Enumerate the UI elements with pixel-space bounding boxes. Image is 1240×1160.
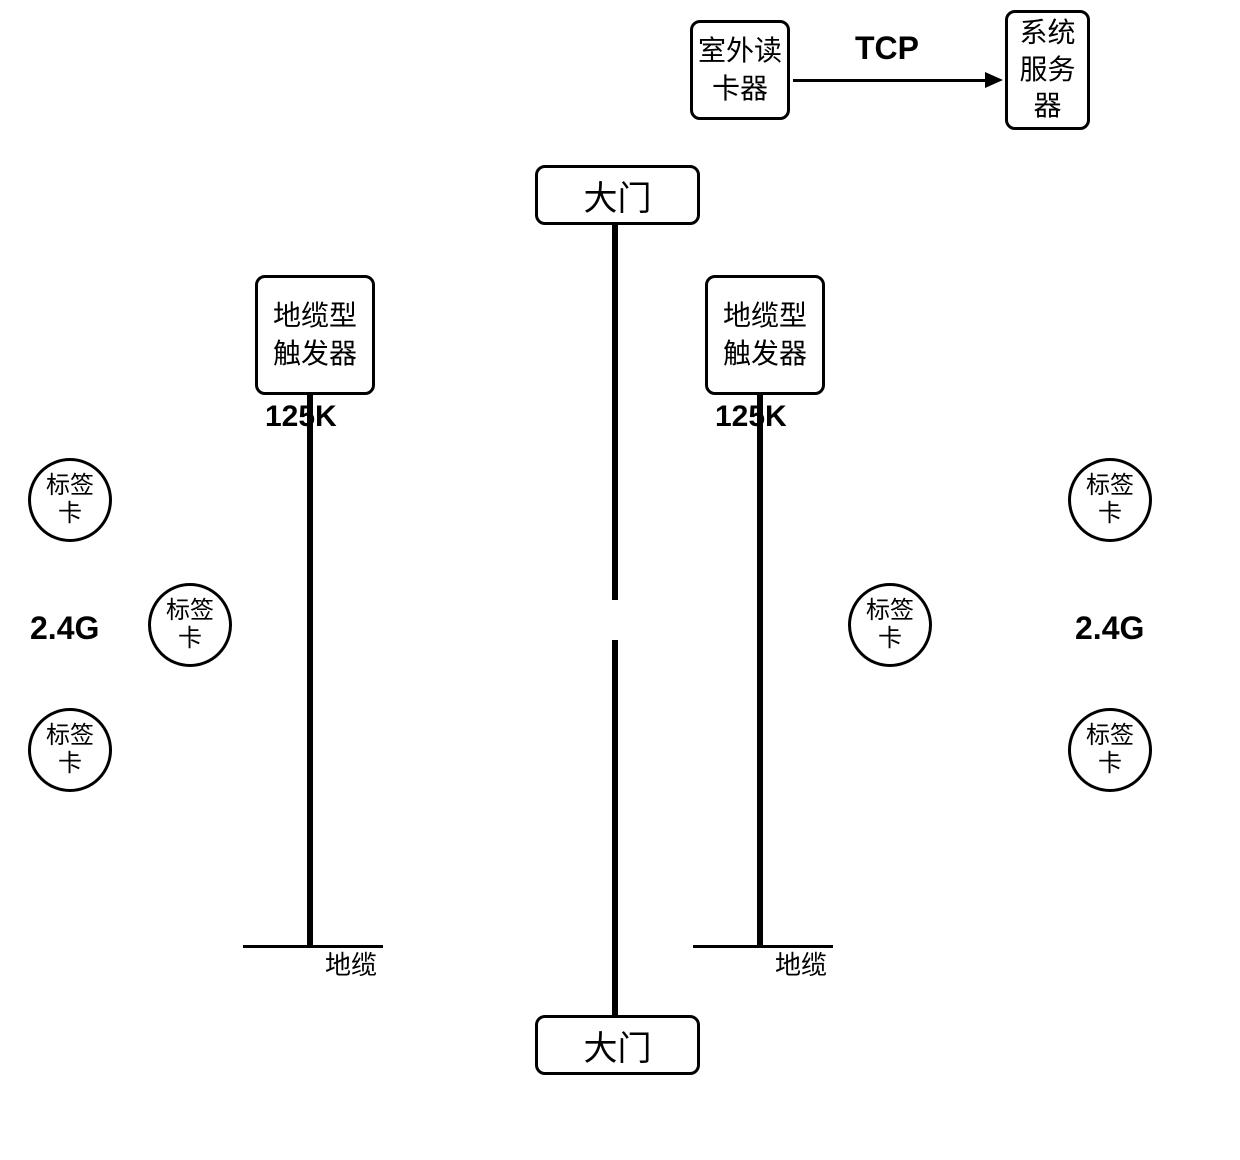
left-cable-line bbox=[307, 395, 313, 945]
system-server-label: 系统 服务 器 bbox=[1019, 15, 1075, 124]
trigger-right-box: 地缆型 触发器 bbox=[705, 275, 825, 395]
left-cable-label: 地缆 bbox=[325, 945, 377, 982]
freq-24g-left: 2.4G bbox=[30, 610, 99, 647]
freq-24g-right: 2.4G bbox=[1075, 610, 1144, 647]
tcp-label: TCP bbox=[855, 30, 919, 67]
tcp-arrow-line bbox=[793, 79, 985, 82]
right-cable-line bbox=[757, 395, 763, 945]
center-line-bottom bbox=[612, 640, 618, 1015]
trigger-left-freq: 125K bbox=[265, 400, 337, 434]
center-line-top bbox=[612, 225, 618, 600]
gate-top-box: 大门 bbox=[535, 165, 700, 225]
tag-left-outer-bot: 标签 卡 bbox=[28, 708, 112, 792]
system-server-box: 系统 服务 器 bbox=[1005, 10, 1090, 130]
tcp-arrow-head bbox=[985, 72, 1003, 88]
tag-right-outer-bot: 标签 卡 bbox=[1068, 708, 1152, 792]
gate-bottom-box: 大门 bbox=[535, 1015, 700, 1075]
trigger-right-label: 地缆型 触发器 bbox=[723, 297, 807, 373]
right-cable-label: 地缆 bbox=[775, 945, 827, 982]
gate-top-label: 大门 bbox=[584, 171, 652, 220]
outdoor-reader-box: 室外读 卡器 bbox=[690, 20, 790, 120]
tag-left-inner: 标签 卡 bbox=[148, 583, 232, 667]
trigger-right-freq: 125K bbox=[715, 400, 787, 434]
tag-right-outer-top: 标签 卡 bbox=[1068, 458, 1152, 542]
tag-right-inner: 标签 卡 bbox=[848, 583, 932, 667]
gate-bottom-label: 大门 bbox=[584, 1021, 652, 1070]
outdoor-reader-label: 室外读 卡器 bbox=[698, 32, 782, 108]
tag-left-outer-top: 标签 卡 bbox=[28, 458, 112, 542]
trigger-left-label: 地缆型 触发器 bbox=[273, 297, 357, 373]
trigger-left-box: 地缆型 触发器 bbox=[255, 275, 375, 395]
